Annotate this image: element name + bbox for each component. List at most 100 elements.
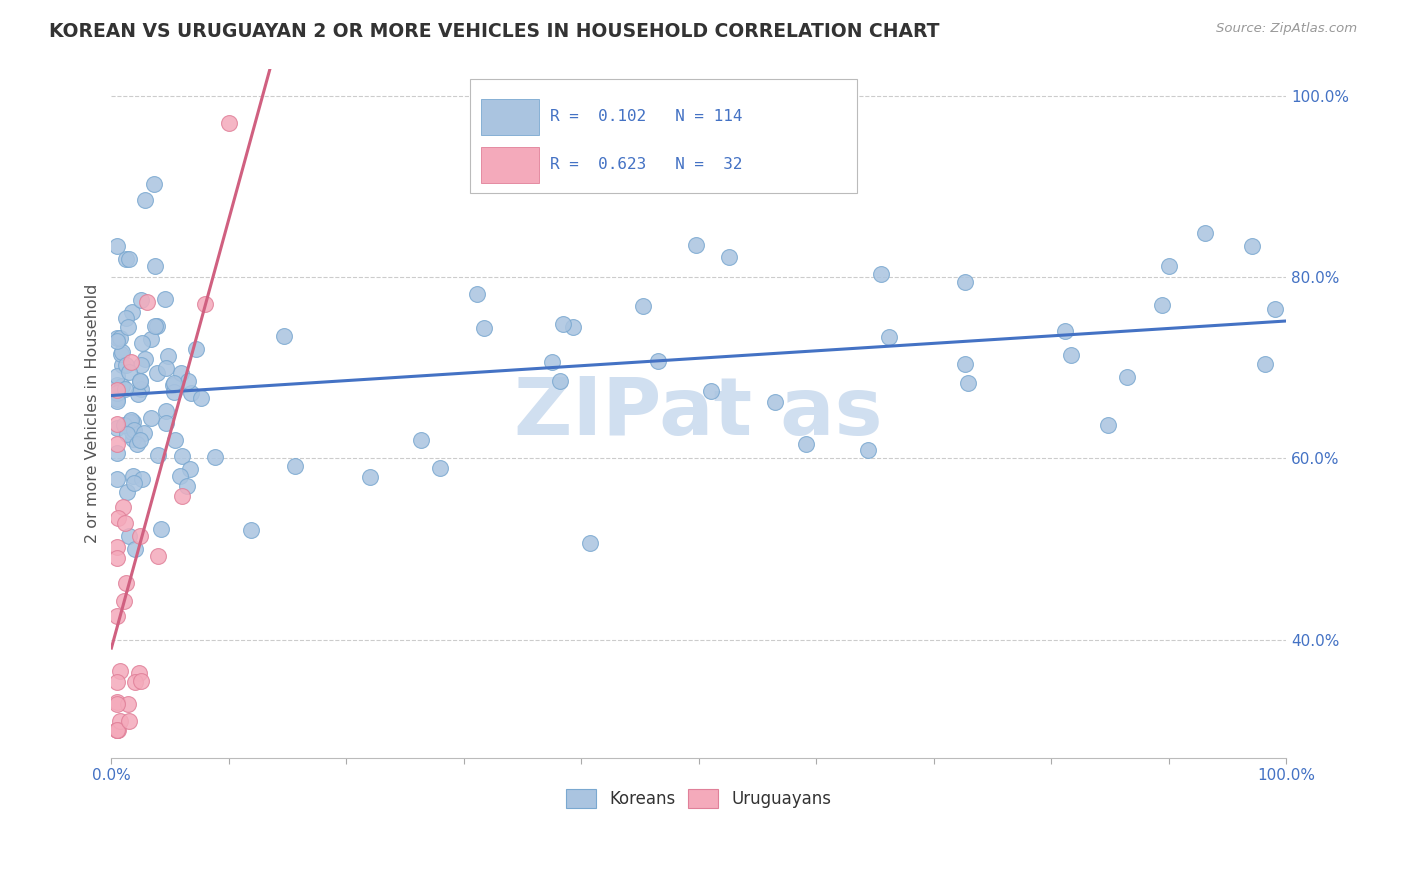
Point [1241, 239, 1264, 253]
Text: R =  0.102   N = 114: R = 0.102 N = 114 [550, 109, 742, 124]
Text: Source: ZipAtlas.com: Source: ZipAtlas.com [1216, 22, 1357, 36]
Point [121, 425, 143, 439]
Point [120, 413, 142, 427]
Point [127, 386, 149, 401]
FancyBboxPatch shape [481, 147, 538, 183]
Point [110, 331, 132, 345]
Point [155, 416, 177, 430]
Point [134, 193, 156, 207]
Point [129, 382, 152, 396]
Point [179, 462, 201, 476]
Point [118, 714, 141, 729]
Point [115, 358, 138, 372]
Point [794, 436, 817, 450]
Point [105, 383, 128, 397]
Point [112, 594, 135, 608]
Point [718, 250, 741, 264]
Point [163, 433, 186, 447]
Point [953, 275, 976, 289]
Point [112, 500, 135, 514]
Point [429, 460, 451, 475]
Point [1059, 348, 1081, 362]
Point [105, 723, 128, 738]
Text: KOREAN VS URUGUAYAN 2 OR MORE VEHICLES IN HOUSEHOLD CORRELATION CHART: KOREAN VS URUGUAYAN 2 OR MORE VEHICLES I… [49, 22, 939, 41]
Point [118, 365, 141, 379]
Point [121, 305, 143, 319]
Point [184, 343, 207, 357]
Point [131, 336, 153, 351]
Point [204, 450, 226, 464]
Point [685, 238, 707, 252]
Point [763, 395, 786, 409]
Point [143, 319, 166, 334]
Point [105, 334, 128, 349]
Point [105, 239, 128, 253]
Point [699, 384, 721, 398]
Point [129, 529, 152, 543]
Y-axis label: 2 or more Vehicles in Household: 2 or more Vehicles in Household [86, 284, 100, 542]
Text: R =  0.623   N =  32: R = 0.623 N = 32 [550, 158, 742, 172]
Point [143, 259, 166, 273]
Point [409, 434, 432, 448]
Point [117, 529, 139, 543]
Point [273, 329, 295, 343]
Point [359, 469, 381, 483]
Point [218, 116, 240, 130]
Point [953, 357, 976, 371]
Point [1264, 301, 1286, 316]
Point [1254, 357, 1277, 371]
Point [105, 698, 128, 712]
Point [107, 723, 129, 738]
Point [149, 522, 172, 536]
Point [170, 366, 193, 380]
Point [465, 287, 488, 301]
Point [105, 393, 128, 408]
Point [111, 345, 134, 359]
Point [145, 367, 167, 381]
Point [155, 360, 177, 375]
Point [107, 510, 129, 524]
Point [122, 415, 145, 429]
Point [541, 354, 564, 368]
Point [117, 427, 139, 442]
Point [118, 415, 141, 429]
Point [124, 542, 146, 557]
Point [111, 358, 134, 372]
Point [1157, 260, 1180, 274]
Point [110, 664, 132, 678]
Point [142, 178, 165, 192]
Point [135, 294, 157, 309]
Point [129, 673, 152, 688]
Point [1152, 297, 1174, 311]
Point [176, 479, 198, 493]
Point [134, 351, 156, 366]
Point [129, 358, 152, 372]
Point [115, 252, 138, 267]
Point [131, 472, 153, 486]
Point [1194, 226, 1216, 240]
Point [110, 347, 132, 361]
Point [877, 329, 900, 343]
Point [118, 252, 141, 267]
Point [139, 332, 162, 346]
Point [115, 485, 138, 500]
Point [190, 391, 212, 405]
Point [631, 299, 654, 313]
Point [117, 319, 139, 334]
Point [105, 421, 128, 435]
Point [870, 267, 893, 281]
Point [129, 293, 152, 307]
FancyBboxPatch shape [481, 99, 538, 135]
Point [177, 374, 200, 388]
Point [284, 458, 307, 473]
Point [105, 550, 128, 565]
Point [472, 321, 495, 335]
Point [105, 446, 128, 460]
Point [129, 374, 152, 388]
Point [121, 469, 143, 483]
Point [105, 377, 128, 392]
Point [139, 410, 162, 425]
Point [579, 536, 602, 550]
Point [105, 674, 128, 689]
Point [122, 423, 145, 437]
